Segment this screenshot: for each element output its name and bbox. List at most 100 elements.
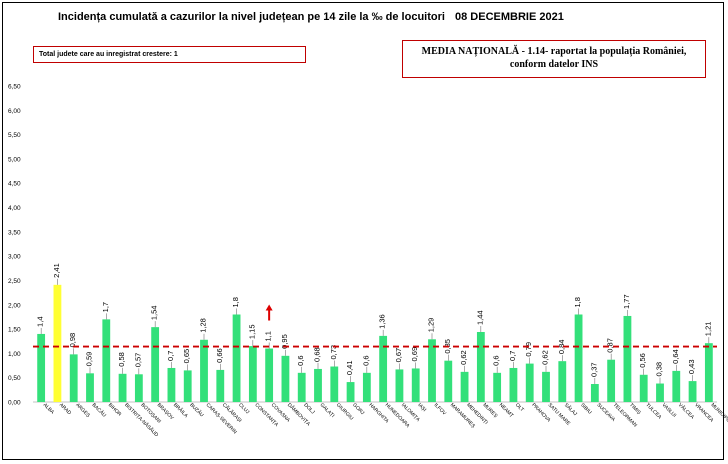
bar [428, 339, 436, 402]
data-label: 1,1 [264, 331, 273, 341]
bar [330, 366, 339, 402]
data-label: 0,38 [655, 362, 664, 377]
national-average-line2: conform datelor INS [509, 59, 599, 70]
data-label: 0,43 [687, 359, 696, 374]
y-tick-label: 3,00 [8, 254, 21, 261]
data-label: 0,58 [117, 352, 126, 367]
bar [411, 368, 420, 402]
bar [525, 363, 534, 402]
y-tick-label: 1,00 [8, 351, 21, 358]
bar [704, 343, 713, 402]
bar [362, 372, 371, 402]
bar [444, 360, 453, 402]
bar [656, 383, 664, 402]
data-label: 0,62 [459, 350, 468, 365]
data-label: 1,77 [622, 294, 631, 309]
bar [69, 354, 78, 402]
data-label: 0,67 [394, 348, 403, 363]
data-label: 0,95 [280, 334, 289, 349]
y-tick-label: 3,50 [8, 229, 21, 236]
chart-frame [2, 2, 724, 460]
category-label: OLT [514, 402, 525, 413]
category-label: GORJ [351, 402, 365, 416]
data-label: 1,44 [475, 310, 484, 325]
category-label: IAȘI [416, 402, 427, 413]
category-label: BACĂU [91, 401, 108, 418]
data-label: 0,87 [606, 338, 615, 353]
bar [460, 371, 469, 402]
data-label: 0,56 [638, 353, 647, 368]
bar [200, 339, 208, 402]
y-tick-label: 6,50 [8, 84, 21, 91]
bar [118, 373, 127, 402]
data-label: 0,98 [68, 333, 77, 348]
data-label: 0,73 [329, 345, 338, 360]
bar [314, 368, 322, 402]
increase-arrow-icon [265, 304, 273, 311]
data-label: 0,62 [541, 350, 550, 365]
data-label: 0,68 [313, 347, 322, 362]
category-label: BUZĂU [188, 401, 205, 418]
chart-date: 08 DECEMBRIE 2021 [455, 11, 564, 23]
category-label: DOLJ [302, 402, 316, 416]
bar [216, 369, 225, 402]
bar [53, 284, 62, 402]
bar [281, 355, 290, 402]
bar [102, 319, 111, 402]
data-label: 1,36 [378, 314, 387, 329]
data-label: 1,15 [247, 324, 256, 339]
bar [493, 372, 502, 402]
y-tick-label: 0,00 [8, 400, 21, 407]
bar [476, 331, 485, 402]
category-label: SĂLAJ [563, 401, 579, 417]
bar [639, 374, 648, 402]
category-label: CARAȘ-SEVERIN [205, 402, 238, 435]
category-label: MUNICIPIUL BUCUREȘTI [709, 402, 728, 448]
category-label: BIHOR [107, 402, 123, 418]
bar [395, 369, 404, 402]
bar [558, 361, 567, 402]
data-label: 0,6 [296, 355, 305, 365]
national-average-line1: MEDIA NAȚIONALĂ - 1.14- raportat la popu… [421, 46, 687, 57]
bar [232, 314, 241, 402]
y-tick-label: 1,50 [8, 327, 21, 334]
data-label: 0,84 [557, 340, 566, 355]
data-label: 1,29 [427, 318, 436, 333]
national-average-box: MEDIA NAȚIONALĂ - 1.14- raportat la popu… [402, 40, 706, 78]
data-label: 0,37 [589, 362, 598, 377]
data-label: 2,41 [52, 263, 61, 278]
bar [248, 346, 257, 402]
bar [346, 382, 355, 402]
category-label: CLUJ [237, 402, 250, 415]
data-label: 1,21 [703, 322, 712, 337]
y-tick-label: 4,00 [8, 205, 21, 212]
category-label: VASLUI [661, 402, 678, 419]
data-label: 1,7 [101, 302, 110, 312]
data-label: 0,7 [508, 351, 517, 361]
category-label: GALAȚI [319, 402, 336, 419]
increase-count-box: Total judete care au inregistrat crester… [33, 46, 306, 63]
category-label: ARGEȘ [74, 402, 91, 419]
bar [509, 367, 518, 402]
data-label: 0,6 [492, 355, 501, 365]
category-label: ALBA [42, 402, 56, 416]
y-tick-label: 2,50 [8, 278, 21, 285]
chart-title: Incidența cumulată a cazurilor la nivel … [58, 11, 445, 23]
bar [183, 370, 192, 402]
bar [379, 335, 388, 402]
y-tick-label: 5,50 [8, 132, 21, 139]
bar [672, 370, 681, 402]
bar [86, 373, 94, 402]
category-label: TULCEA [644, 402, 663, 421]
y-tick-label: 4,50 [8, 181, 21, 188]
bar [167, 367, 176, 402]
data-label: 1,28 [199, 318, 208, 333]
bar [623, 315, 632, 402]
bar [590, 384, 599, 402]
data-label: 0,59 [85, 352, 94, 367]
data-label: 1,4 [36, 317, 45, 327]
category-label: ILFOV [433, 402, 448, 417]
bar [37, 333, 46, 402]
bar [574, 314, 583, 402]
